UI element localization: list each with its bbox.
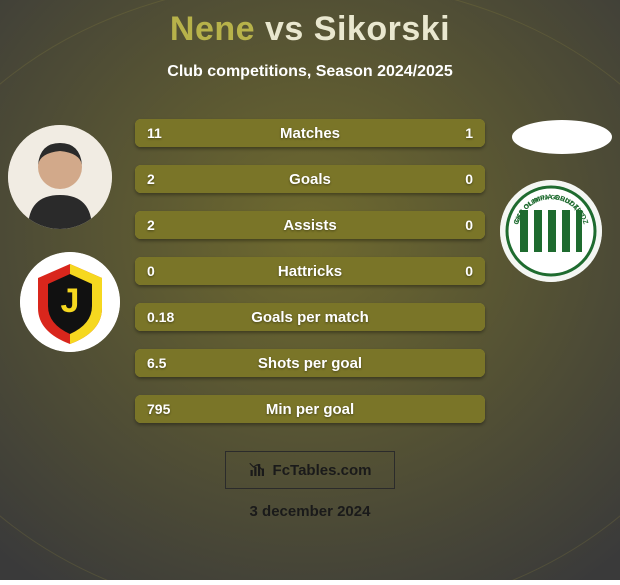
stat-label: Goals per match bbox=[251, 309, 369, 326]
stat-label: Matches bbox=[280, 125, 340, 142]
jagiellonia-crest-icon: J bbox=[20, 252, 120, 352]
player-headshot-icon bbox=[8, 125, 112, 229]
stat-left-value: 6.5 bbox=[147, 355, 166, 371]
club-right-crest: GKS OLIMPIA GRUDZIĄDZ GKS OLIMPIA GRUDZI… bbox=[500, 180, 602, 282]
stat-label: Min per goal bbox=[266, 401, 354, 418]
stat-row: 6.5 Shots per goal bbox=[135, 349, 485, 377]
date-text: 3 december 2024 bbox=[250, 503, 371, 520]
stat-left-value: 795 bbox=[147, 401, 170, 417]
stats-container: 11 Matches 1 2 Goals 0 2 Assists 0 0 Hattricks 0 0.1… bbox=[135, 119, 485, 423]
stat-right-value: 1 bbox=[465, 125, 473, 141]
title-vs: vs bbox=[265, 10, 304, 48]
stat-right-value: 0 bbox=[465, 171, 473, 187]
title-left: Nene bbox=[170, 10, 255, 48]
title-right: Sikorski bbox=[314, 10, 450, 48]
brand-text: FcTables.com bbox=[273, 462, 372, 479]
stat-row: 795 Min per goal bbox=[135, 395, 485, 423]
content: Nene vs Sikorski Club competitions, Seas… bbox=[0, 0, 620, 580]
stat-left-value: 0.18 bbox=[147, 309, 174, 325]
stat-label: Goals bbox=[289, 171, 331, 188]
olimpia-grudziadz-crest-icon: GKS OLIMPIA GRUDZIĄDZ GKS OLIMPIA GRUDZI… bbox=[500, 180, 602, 282]
stat-row: 0.18 Goals per match bbox=[135, 303, 485, 331]
stat-right-value: 0 bbox=[465, 263, 473, 279]
subtitle: Club competitions, Season 2024/2025 bbox=[167, 63, 452, 81]
stat-right-value: 0 bbox=[465, 217, 473, 233]
club-left-crest: J bbox=[20, 252, 120, 352]
brand-link[interactable]: FcTables.com bbox=[225, 451, 395, 489]
stat-row: 2 Assists 0 bbox=[135, 211, 485, 239]
stat-left-value: 11 bbox=[147, 125, 162, 141]
player-left-avatar bbox=[8, 125, 112, 229]
stat-label: Shots per goal bbox=[258, 355, 362, 372]
stat-row: 2 Goals 0 bbox=[135, 165, 485, 193]
stat-label: Assists bbox=[283, 217, 336, 234]
stat-left-value: 2 bbox=[147, 217, 155, 233]
player-right-avatar bbox=[512, 120, 612, 154]
page-title: Nene vs Sikorski bbox=[170, 10, 450, 49]
stat-left-value: 2 bbox=[147, 171, 155, 187]
bar-chart-icon bbox=[249, 461, 267, 479]
svg-text:J: J bbox=[61, 282, 80, 320]
stat-row: 11 Matches 1 bbox=[135, 119, 485, 147]
stat-label: Hattricks bbox=[278, 263, 342, 280]
stat-row: 0 Hattricks 0 bbox=[135, 257, 485, 285]
stat-left-value: 0 bbox=[147, 263, 155, 279]
